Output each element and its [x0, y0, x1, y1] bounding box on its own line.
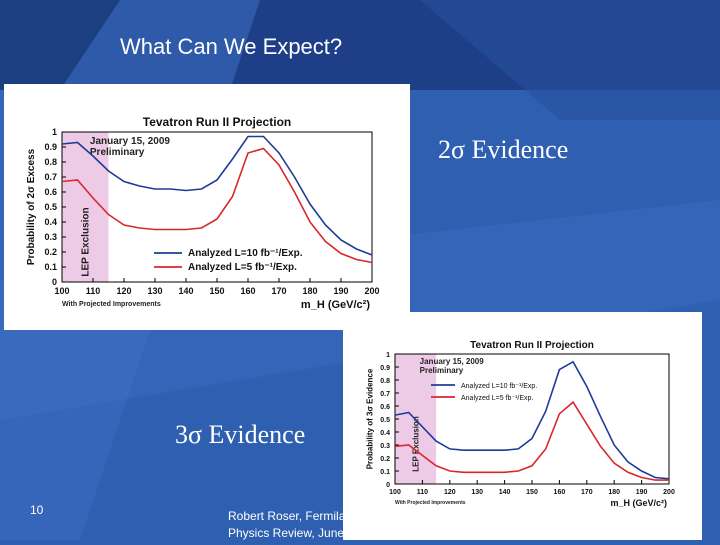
x-axis-label: m_H (GeV/c²)	[301, 299, 370, 311]
series-line-10fb	[394, 360, 670, 480]
y-tick-label: 0.1	[380, 469, 390, 476]
y-tick-label: 0.5	[380, 417, 390, 424]
chart-3sigma: LEP Exclusion Tevatron Run II Projection J…	[366, 340, 675, 508]
x-tick-label: 120	[444, 489, 456, 496]
x-tick-label: 180	[302, 286, 317, 296]
series-line-10fb	[61, 135, 373, 256]
y-tick-label: 0.1	[44, 262, 57, 272]
y-tick-label: 0.7	[44, 172, 57, 182]
preliminary-note: Preliminary	[90, 147, 145, 158]
y-tick-label: 0.3	[44, 232, 57, 242]
x-tick-label: 140	[178, 286, 193, 296]
y-tick-label: 0.3	[380, 443, 390, 450]
x-tick-label: 200	[663, 489, 675, 496]
label-2sigma-evidence: 2σ Evidence	[438, 135, 569, 164]
y-tick-label: 0.9	[44, 142, 57, 152]
legend-label-10fb: Analyzed L=10 fb⁻¹/Exp.	[188, 248, 303, 259]
x-tick-label: 110	[86, 286, 101, 296]
series-line-5fb	[394, 400, 669, 481]
y-tick-label: 0.7	[380, 391, 390, 398]
x-tick-label: 100	[389, 489, 401, 496]
x-tick-label: 150	[526, 489, 538, 496]
x-tick-label: 130	[471, 489, 483, 496]
chart-panel-2sigma: LEP Exclusion Tevatron Run II Projection J…	[4, 84, 410, 330]
x-tick-label: 100	[54, 286, 69, 296]
y-tick-label: 0.9	[380, 365, 390, 372]
date-note: January 15, 2009	[420, 357, 485, 366]
legend-label-5fb: Analyzed L=5 fb⁻¹/Exp.	[188, 262, 297, 273]
x-tick-label: 130	[147, 286, 162, 296]
y-tick-label: 0.6	[44, 187, 57, 197]
y-tick-label: 1	[52, 127, 57, 137]
lep-exclusion-label: LEP Exclusion	[412, 416, 421, 472]
y-axis-label: Probability of 3σ Evidence	[366, 368, 375, 469]
chart-2sigma: LEP Exclusion Tevatron Run II Projection J…	[26, 115, 380, 311]
x-sub-label: With Projected Improvements	[62, 301, 161, 308]
y-axis-label: Probability of 2σ Excess	[26, 148, 37, 265]
legend-label-5fb: Analyzed L=5 fb⁻¹/Exp.	[461, 395, 533, 402]
x-tick-label: 160	[240, 286, 255, 296]
x-axis-label: m_H (GeV/c²)	[610, 498, 667, 508]
chart-panel-3sigma: LEP Exclusion Tevatron Run II Projection J…	[343, 312, 702, 540]
x-tick-label: 150	[209, 286, 224, 296]
date-note: January 15, 2009	[90, 136, 170, 147]
x-tick-label: 190	[333, 286, 348, 296]
chart-title: Tevatron Run II Projection	[143, 115, 291, 129]
x-tick-label: 200	[364, 286, 379, 296]
legend-label-10fb: Analyzed L=10 fb⁻¹/Exp.	[461, 383, 537, 390]
x-tick-label: 110	[417, 489, 428, 496]
y-tick-label: 0.2	[380, 456, 390, 463]
y-tick-label: 0	[52, 277, 57, 287]
x-tick-label: 160	[554, 489, 566, 496]
series-line-5fb	[61, 147, 373, 264]
slide-title: What Can We Expect?	[120, 34, 343, 59]
preliminary-note: Preliminary	[420, 366, 464, 375]
chart-title: Tevatron Run II Projection	[470, 340, 594, 351]
x-tick-label: 170	[581, 489, 593, 496]
x-tick-label: 120	[116, 286, 131, 296]
footer-line-1: Robert Roser, Fermila	[228, 509, 346, 523]
x-sub-label: With Projected Improvements	[395, 500, 466, 506]
x-tick-label: 170	[271, 286, 286, 296]
x-tick-label: 180	[608, 489, 620, 496]
label-3sigma-evidence: 3σ Evidence	[175, 420, 306, 449]
lep-exclusion-label: LEP Exclusion	[80, 207, 91, 276]
page-number: 10	[30, 503, 44, 517]
y-tick-label: 1	[386, 352, 390, 359]
x-tick-label: 190	[636, 489, 648, 496]
y-tick-label: 0.8	[380, 378, 390, 385]
y-tick-label: 0.8	[44, 157, 57, 167]
y-tick-label: 0.4	[44, 217, 57, 227]
y-tick-label: 0.6	[380, 404, 390, 411]
y-tick-label: 0	[386, 482, 390, 489]
y-tick-label: 0.2	[44, 247, 57, 257]
x-tick-label: 140	[499, 489, 511, 496]
y-tick-label: 0.4	[380, 430, 390, 437]
y-tick-label: 0.5	[44, 202, 57, 212]
